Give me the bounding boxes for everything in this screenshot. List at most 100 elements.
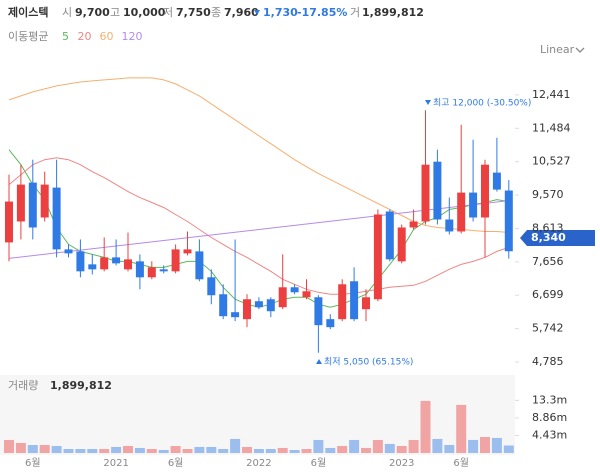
volume-bar — [480, 436, 490, 453]
close-value: 7,960 — [224, 6, 259, 19]
x-tick-label: 6월 — [25, 457, 41, 469]
candle-body — [469, 192, 478, 218]
candle-body — [183, 249, 192, 254]
volume-bar — [396, 445, 407, 453]
candle-body — [445, 219, 454, 232]
candle-body — [112, 257, 121, 264]
low-annotation: 최저 5,050 (65.15%) — [324, 357, 413, 368]
y-tick-label: 4,785 — [532, 355, 564, 368]
volume-bar — [158, 449, 169, 453]
volume-bar — [75, 449, 86, 453]
candle-body — [159, 269, 168, 272]
price-tag — [520, 230, 595, 246]
x-tick-label: 6월 — [168, 457, 184, 469]
candle-body — [338, 284, 347, 320]
y-tick-label: 11,484 — [532, 121, 571, 134]
candle-body — [135, 261, 144, 278]
volume-bar — [63, 449, 74, 453]
candle-body — [302, 291, 311, 298]
candle-body — [385, 211, 394, 260]
volume-tick-label: 4.43m — [532, 428, 567, 441]
change: 1,730 — [263, 6, 298, 19]
ma-line — [8, 157, 509, 295]
volume-bar — [27, 445, 38, 453]
volume-bar — [15, 442, 26, 453]
volume-bar — [111, 446, 122, 453]
volume-bar — [146, 449, 157, 453]
volume-bar — [230, 438, 241, 453]
volume-bar — [253, 449, 264, 453]
y-tick-label: 10,527 — [532, 155, 571, 168]
volume-bar — [384, 443, 395, 453]
change-pct: -17.85% — [297, 6, 347, 19]
volume-bar — [99, 449, 110, 453]
volume-bar — [408, 439, 419, 453]
low-marker — [316, 359, 322, 364]
y-tick-label: 12,441 — [532, 88, 571, 101]
scale-chevron[interactable] — [575, 47, 585, 53]
volume-value: 1,899,812 — [362, 6, 424, 19]
volume-bar — [218, 449, 229, 453]
ma-line — [8, 77, 509, 233]
candle-body — [207, 277, 216, 296]
volume-bar — [491, 437, 502, 453]
scale-mode[interactable]: Linear — [540, 43, 575, 56]
volume-bar — [289, 449, 300, 453]
y-tick-label: 9,570 — [532, 188, 564, 201]
candle-body — [64, 249, 73, 254]
legend-entry: 60 — [100, 30, 114, 43]
volume-title: 거래량 — [8, 379, 38, 392]
x-tick-label: 6월 — [453, 457, 469, 469]
candle-body — [195, 251, 204, 280]
high-label: 고 — [110, 6, 120, 19]
open-value: 9,700 — [75, 6, 110, 19]
high-marker — [425, 100, 431, 105]
low-value: 7,750 — [176, 6, 211, 19]
volume-bar — [325, 447, 336, 453]
candle-body — [362, 297, 370, 310]
volume-bar — [265, 449, 276, 453]
high-annotation: 최고 12,000 (-30.50%) — [433, 98, 531, 109]
candle-body — [409, 221, 418, 228]
volume-bar — [313, 439, 324, 453]
candle-body — [100, 257, 109, 270]
open-label: 시 — [62, 6, 72, 19]
candle-body — [373, 214, 382, 300]
x-tick-label: 2021 — [103, 458, 128, 469]
candle-body — [492, 172, 501, 190]
y-tick-label: 5,742 — [532, 322, 564, 335]
volume-bar — [456, 404, 467, 453]
candle-body — [314, 297, 323, 326]
volume-bar — [361, 447, 371, 453]
low-label: 저 — [163, 6, 173, 19]
down-arrow — [254, 10, 260, 15]
volume-bar — [4, 439, 14, 453]
candle-body — [16, 184, 25, 222]
volume-total: 1,899,812 — [50, 379, 112, 392]
x-tick-label: 2023 — [389, 458, 414, 469]
volume-bar — [372, 439, 383, 453]
x-tick-label: 2022 — [246, 458, 271, 469]
y-tick-label: 8,613 — [532, 221, 564, 234]
volume-bar — [170, 445, 181, 453]
candle-body — [504, 190, 513, 252]
candle-body — [52, 187, 61, 250]
y-tick-label: 7,656 — [532, 255, 564, 268]
candle-body — [124, 259, 132, 270]
volume-bar — [337, 445, 348, 453]
candle-body — [243, 299, 251, 320]
volume-bar — [432, 438, 443, 453]
volume-bar — [444, 445, 455, 453]
volume-bar — [134, 447, 145, 453]
price-tag-label: 8,340 — [531, 231, 566, 244]
candle-body — [326, 319, 335, 328]
volume-bar — [420, 400, 431, 453]
candle-body — [5, 201, 13, 243]
volume-bar — [301, 449, 312, 453]
x-tick-label: 6월 — [311, 457, 327, 469]
volume-bar — [39, 445, 50, 453]
candle-body — [290, 287, 299, 293]
volume-bar — [123, 445, 133, 453]
candle-body — [219, 294, 228, 317]
